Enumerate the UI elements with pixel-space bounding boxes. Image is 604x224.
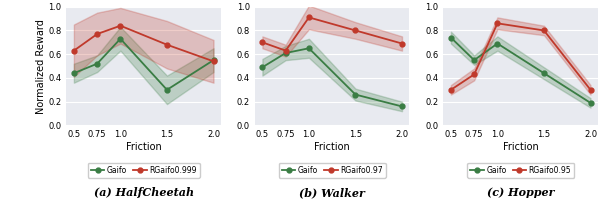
Gaifo — [163, 88, 170, 91]
RGaifo0.95 — [587, 88, 594, 91]
X-axis label: Friction: Friction — [126, 142, 162, 152]
Gaifo — [541, 72, 548, 75]
Gaifo — [210, 59, 217, 61]
Line: RGaifo0.999: RGaifo0.999 — [71, 23, 216, 64]
Line: Gaifo: Gaifo — [71, 36, 216, 92]
Gaifo — [399, 105, 406, 108]
Text: (a) HalfCheetah: (a) HalfCheetah — [94, 187, 194, 198]
Line: Gaifo: Gaifo — [260, 46, 405, 109]
RGaifo0.999 — [210, 60, 217, 63]
Text: (b) Walker: (b) Walker — [299, 187, 365, 198]
Gaifo — [94, 62, 101, 65]
Gaifo — [117, 37, 124, 40]
Y-axis label: Normalized Reward: Normalized Reward — [36, 19, 45, 114]
RGaifo0.95 — [448, 88, 455, 91]
Legend: Gaifo, RGaifo0.97: Gaifo, RGaifo0.97 — [278, 162, 386, 178]
RGaifo0.97 — [305, 16, 312, 19]
Line: RGaifo0.95: RGaifo0.95 — [448, 21, 593, 92]
RGaifo0.999 — [117, 24, 124, 27]
Gaifo — [448, 36, 455, 39]
Gaifo — [282, 52, 289, 54]
RGaifo0.97 — [352, 29, 359, 32]
RGaifo0.97 — [259, 41, 266, 44]
Gaifo — [471, 59, 478, 61]
Gaifo — [259, 66, 266, 69]
RGaifo0.999 — [163, 43, 170, 46]
Gaifo — [305, 47, 312, 50]
Gaifo — [494, 42, 501, 45]
RGaifo0.999 — [94, 33, 101, 35]
Legend: Gaifo, RGaifo0.95: Gaifo, RGaifo0.95 — [467, 162, 574, 178]
RGaifo0.97 — [282, 49, 289, 52]
X-axis label: Friction: Friction — [314, 142, 350, 152]
RGaifo0.95 — [471, 73, 478, 76]
Legend: Gaifo, RGaifo0.999: Gaifo, RGaifo0.999 — [88, 162, 200, 178]
Line: Gaifo: Gaifo — [448, 35, 593, 105]
RGaifo0.95 — [541, 29, 548, 32]
RGaifo0.97 — [399, 42, 406, 45]
RGaifo0.95 — [494, 22, 501, 25]
Gaifo — [70, 72, 77, 75]
Gaifo — [587, 101, 594, 104]
Gaifo — [352, 93, 359, 96]
X-axis label: Friction: Friction — [503, 142, 539, 152]
Line: RGaifo0.97: RGaifo0.97 — [260, 15, 405, 53]
Text: (c) Hopper: (c) Hopper — [487, 187, 554, 198]
RGaifo0.999 — [70, 49, 77, 52]
